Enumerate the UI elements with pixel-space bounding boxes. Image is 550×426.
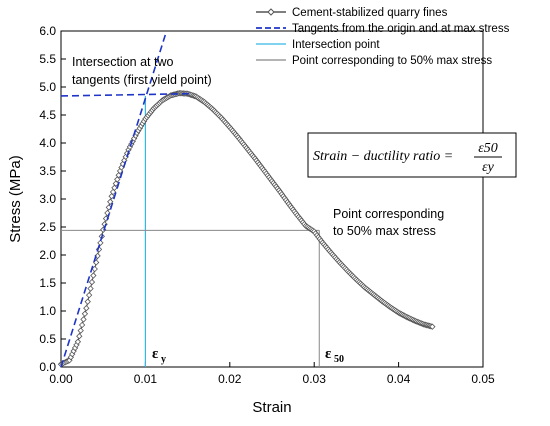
data-point xyxy=(104,209,111,217)
y-tick-label: 4.5 xyxy=(39,108,56,122)
epsilon-y-subscript: y xyxy=(161,354,166,365)
epsilon-50-symbol: ε xyxy=(325,346,332,362)
data-point xyxy=(97,239,104,247)
formula-lhs: Strain − ductility ratio = xyxy=(313,149,453,164)
y-tick-label: 4.0 xyxy=(39,136,56,150)
data-point xyxy=(94,252,101,260)
main-series xyxy=(57,89,436,368)
x-tick-label: 0.03 xyxy=(303,372,327,386)
data-point xyxy=(83,305,90,312)
epsilon-50-subscript: 50 xyxy=(334,354,344,365)
reference-lines xyxy=(61,95,320,367)
annotation-half-line1: Point corresponding xyxy=(333,207,444,221)
legend: Cement-stabilized quarry fines Tangents f… xyxy=(256,7,510,67)
data-point xyxy=(80,316,87,323)
x-tick-label: 0.05 xyxy=(471,372,495,386)
epsilon-y-symbol: ε xyxy=(152,346,159,362)
annotation-intersection: Intersection at two tangents (first yiel… xyxy=(72,55,212,87)
legend-label: Cement-stabilized quarry fines xyxy=(292,7,448,19)
formula-denominator: εy xyxy=(482,160,495,175)
x-axis-label: Strain xyxy=(252,399,291,416)
y-tick-label: 2.5 xyxy=(39,220,56,234)
formula-box: Strain − ductility ratio = ε50 εy xyxy=(307,132,517,178)
y-tick-label: 0.5 xyxy=(39,332,56,346)
legend-label: Intersection point xyxy=(292,39,380,51)
annotation-half-line2: to 50% max stress xyxy=(333,224,436,238)
data-point xyxy=(87,285,94,292)
y-tick-label: 0.0 xyxy=(39,360,56,374)
x-tick-label: 0.00 xyxy=(49,372,73,386)
data-point xyxy=(78,321,86,329)
data-point xyxy=(77,327,84,334)
y-tick-label: 5.0 xyxy=(39,80,56,94)
y-tick-label: 1.0 xyxy=(39,304,56,318)
x-tick-labels: 0.00 0.01 0.02 0.03 0.04 0.05 xyxy=(49,372,495,386)
annotation-half-stress: Point corresponding to 50% max stress xyxy=(333,207,444,238)
epsilon-50-label: ε 50 xyxy=(325,346,344,365)
formula-numerator: ε50 xyxy=(478,141,498,156)
data-point xyxy=(88,278,96,286)
y-tick-label: 1.5 xyxy=(39,276,56,290)
y-tick-label: 5.5 xyxy=(39,52,56,66)
axis-ticks xyxy=(60,30,484,368)
data-point xyxy=(74,338,82,345)
legend-label: Tangents from the origin and at max stre… xyxy=(292,23,510,35)
data-point xyxy=(107,198,114,205)
data-point xyxy=(84,298,91,305)
y-tick-label: 3.5 xyxy=(39,164,56,178)
y-tick-label: 6.0 xyxy=(39,24,56,38)
formula-frame xyxy=(307,132,517,178)
data-point xyxy=(76,333,83,340)
x-tick-label: 0.04 xyxy=(387,372,411,386)
y-tick-labels: 0.0 0.5 1.0 1.5 2.0 2.5 3.0 3.5 4.0 4.5 5.0 5.5 6.0 xyxy=(39,24,56,374)
epsilon-y-label: ε y xyxy=(152,346,166,365)
data-point xyxy=(429,323,436,330)
y-tick-label: 2.0 xyxy=(39,248,56,262)
annotation-intersection-line1: Intersection at two xyxy=(72,55,173,69)
y-tick-label: 3.0 xyxy=(39,192,56,206)
annotation-intersection-line2: tangents (first yield point) xyxy=(72,73,212,87)
data-point xyxy=(81,310,89,317)
x-tick-label: 0.01 xyxy=(134,372,158,386)
y-axis-label: Stress (MPa) xyxy=(7,155,24,243)
legend-marker xyxy=(267,8,275,16)
tangent-lines xyxy=(60,33,190,368)
data-point xyxy=(90,272,97,279)
data-point xyxy=(112,180,120,187)
x-tick-label: 0.02 xyxy=(218,372,242,386)
data-point xyxy=(91,265,98,273)
legend-label: Point corresponding to 50% max stress xyxy=(292,55,492,67)
data-point xyxy=(85,291,93,299)
tangent-line xyxy=(60,33,167,368)
